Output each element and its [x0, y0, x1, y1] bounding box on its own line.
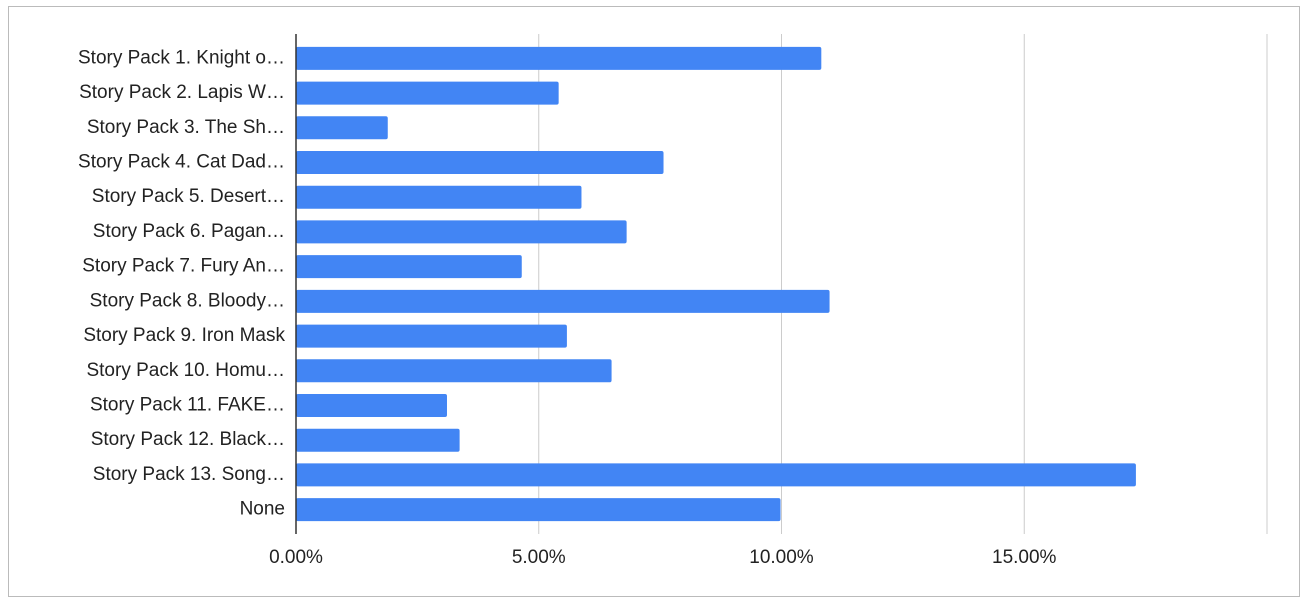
bar — [296, 81, 559, 105]
y-tick-label: Story Pack 11. FAKE… — [90, 395, 285, 416]
y-tick-label: Story Pack 5. Desert… — [92, 186, 285, 207]
x-tick-label: 10.00% — [749, 547, 814, 568]
bar — [296, 289, 830, 313]
y-tick-label: Story Pack 10. Homu… — [86, 360, 285, 381]
y-tick-label: Story Pack 6. Pagan… — [93, 221, 285, 242]
bar — [296, 185, 582, 209]
bar — [296, 151, 664, 174]
y-tick-label: Story Pack 9. Iron Mask — [83, 325, 285, 346]
bar — [296, 394, 447, 417]
y-tick-label: Story Pack 1. Knight o… — [78, 47, 285, 68]
bar — [296, 463, 1136, 487]
y-tick-label: Story Pack 4. Cat Dad… — [78, 152, 285, 173]
y-tick-label: Story Pack 8. Bloody… — [90, 290, 285, 311]
y-tick-label: Story Pack 12. Black… — [91, 429, 285, 450]
bar — [296, 46, 822, 70]
y-tick-label: Story Pack 7. Fury An… — [82, 256, 285, 277]
y-tick-label: Story Pack 3. The Sh… — [87, 117, 285, 138]
bar — [296, 428, 460, 452]
y-tick-label: Story Pack 2. Lapis W… — [79, 82, 285, 103]
y-tick-label: Story Pack 13. Song… — [93, 464, 285, 485]
x-tick-label: 0.00% — [269, 547, 323, 568]
bar — [296, 324, 567, 348]
bar — [296, 116, 388, 140]
bar — [296, 498, 781, 522]
x-tick-label: 15.00% — [992, 547, 1057, 568]
x-tick-label: 5.00% — [512, 547, 566, 568]
bar — [296, 220, 627, 244]
y-tick-label: None — [240, 499, 285, 520]
bar — [296, 359, 612, 383]
bar — [296, 255, 522, 279]
